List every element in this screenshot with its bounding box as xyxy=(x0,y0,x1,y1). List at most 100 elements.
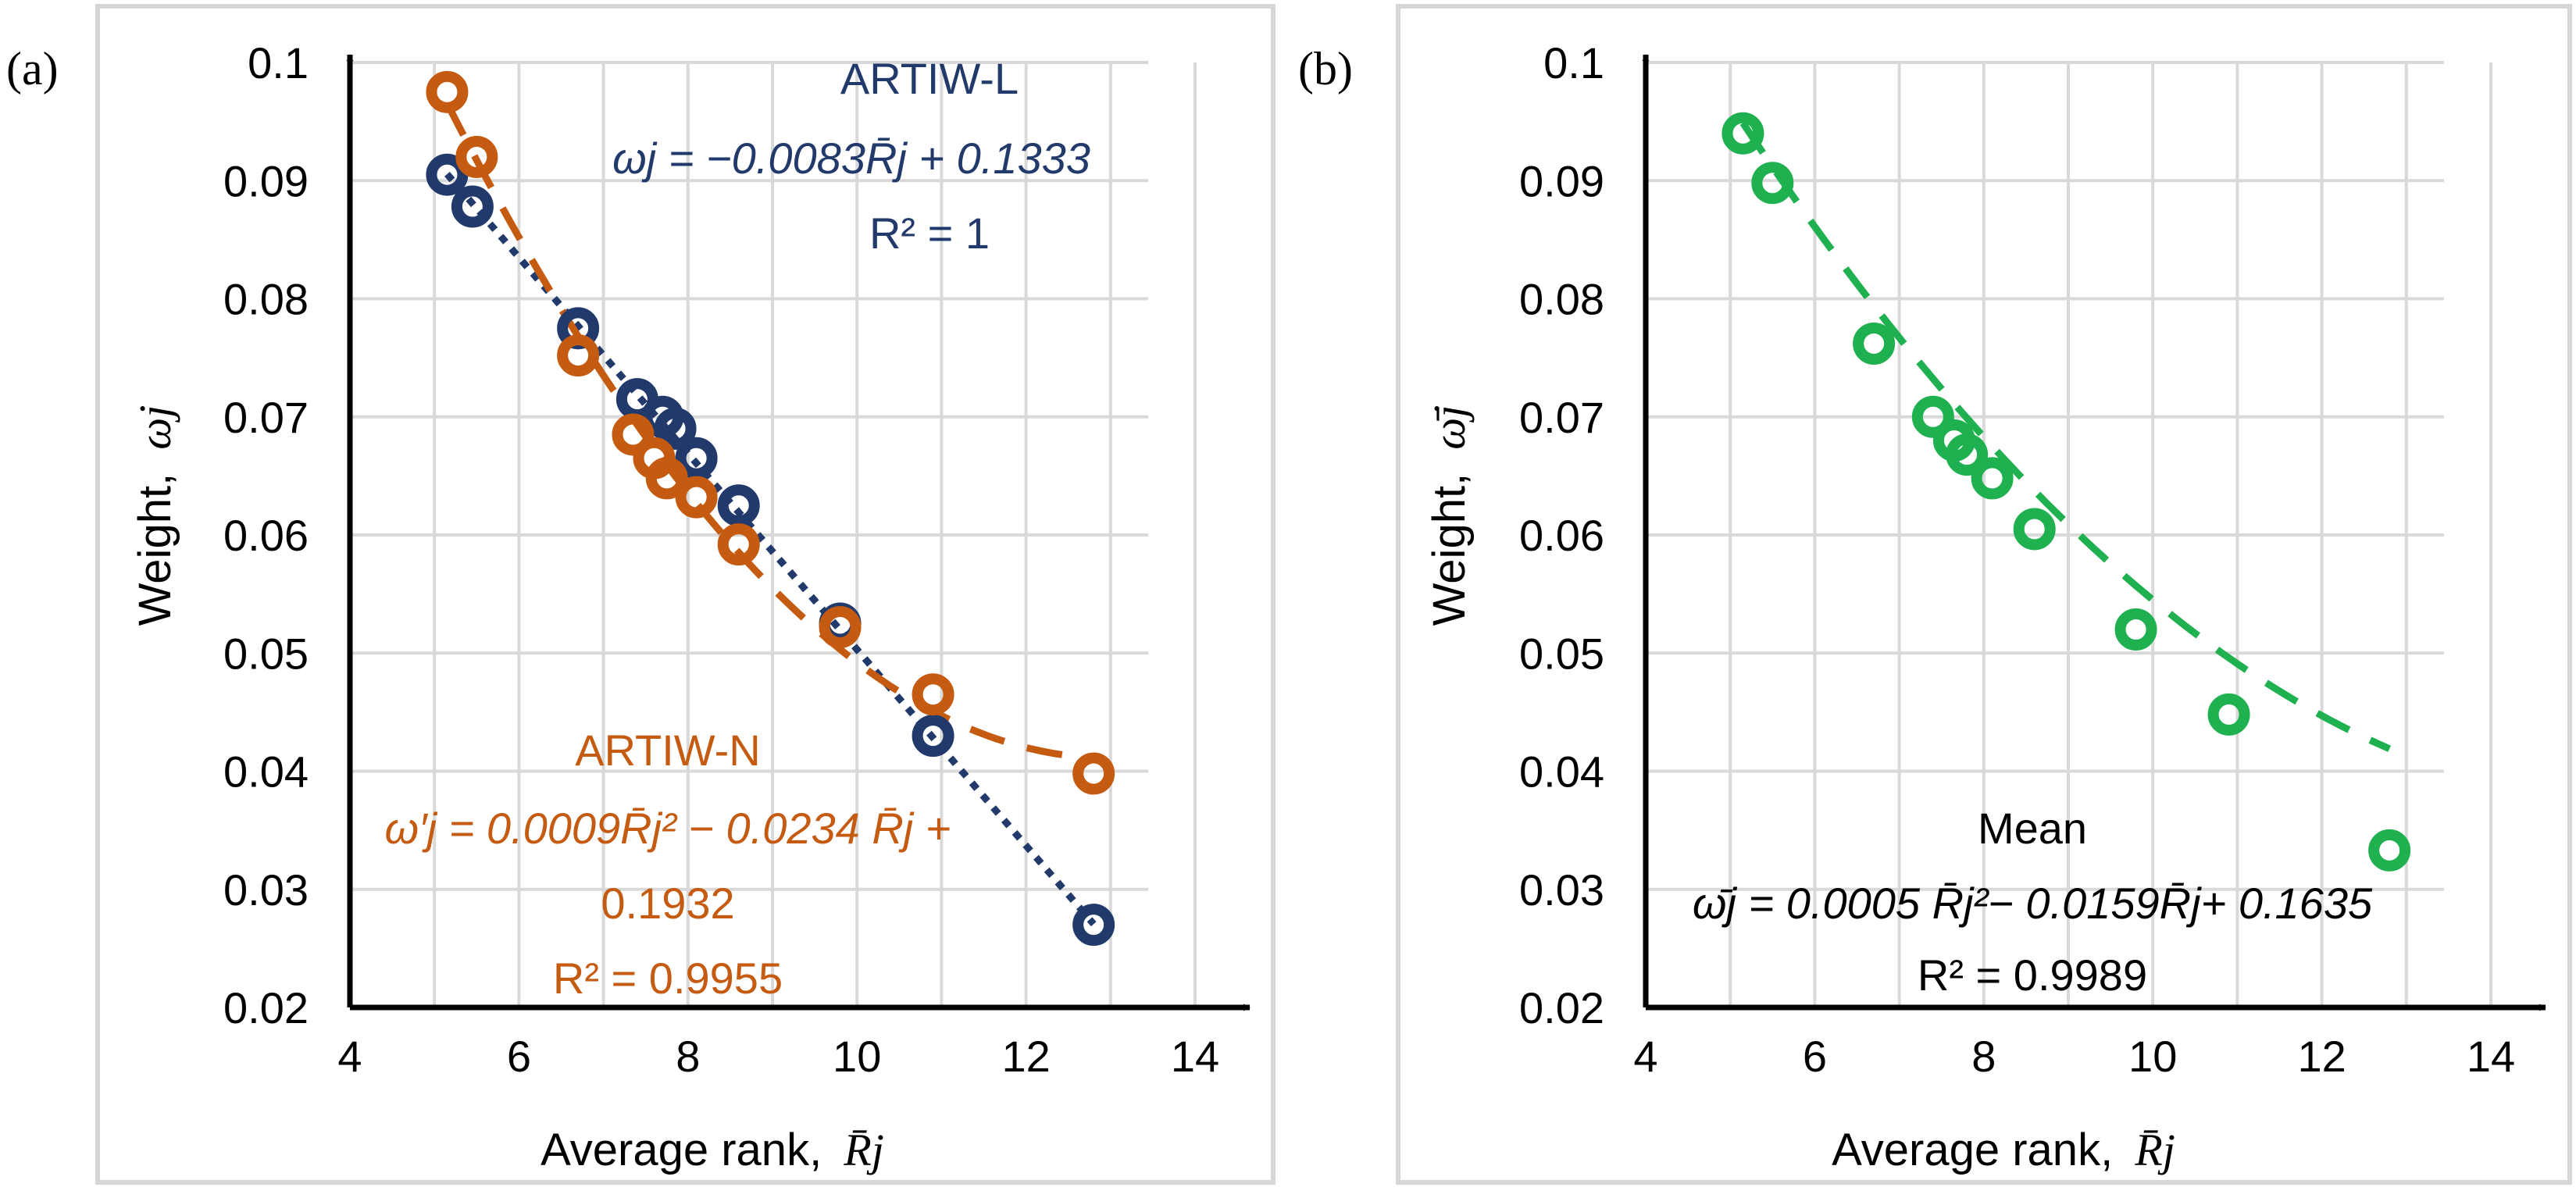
artiw-l-r2: R² = 1 xyxy=(869,209,990,258)
mean-name: Mean xyxy=(1978,804,2087,853)
panel-b-data-point-mean xyxy=(2013,508,2056,551)
artiw-l-equation: ωj = −0.0083R̄j + 0.1333 xyxy=(612,134,1090,183)
panel-b-data-point-mean xyxy=(1911,395,1954,438)
panel-b-data-point-mean xyxy=(1946,433,1989,476)
panel-a-data-point-artiw-l xyxy=(717,484,760,527)
panel-b-y-tick-label: 0.04 xyxy=(1519,747,1604,797)
panel-b-y-tick-label: 0.02 xyxy=(1519,983,1604,1032)
panel-a-x-title-symbol: R̄j xyxy=(843,1125,884,1175)
panel-a-x-tick-label: 14 xyxy=(1171,1032,1219,1081)
panel-b-y-tick-label: 0.05 xyxy=(1519,629,1604,678)
panel-a: (a) 0.020.030.040.050.060.070.080.090.1 … xyxy=(6,4,1276,1185)
panel-a-fit-line-artiw-n xyxy=(444,101,1094,761)
artiw-n-r2: R² = 0.9955 xyxy=(553,954,783,1003)
panel-a-y-tick-label: 0.08 xyxy=(223,275,309,324)
panel-a-y-tick-label: 0.04 xyxy=(223,747,309,797)
panel-b-y-ticks: 0.02 0.03 0.04 0.05 0.06 0.07 0.08 0.09 0.1 xyxy=(1519,38,1604,1032)
panel-a-x-tick-label: 12 xyxy=(1001,1032,1050,1081)
panel-b-x-tick-label: 14 xyxy=(2467,1032,2515,1081)
panel-b-fit-line-mean xyxy=(1739,120,2392,752)
panel-b-fit-lines xyxy=(1739,120,2392,752)
panel-b-y-tick-label: 0.03 xyxy=(1519,865,1604,915)
panel-b-x-title: Average rank, R̄j xyxy=(1832,1125,2175,1175)
panel-a-data-point-artiw-n xyxy=(675,476,718,519)
panel-b-x-tick-label: 6 xyxy=(1803,1032,1827,1081)
panel-b-label: (b) xyxy=(1298,43,1353,94)
panel-a-y-title: Weight, ωj xyxy=(130,405,180,626)
panel-a-data-point-artiw-l xyxy=(654,407,697,450)
annotation-artiw-n: ARTIW-N ω′j = 0.0009R̄j² − 0.0234 R̄j + … xyxy=(385,726,951,1003)
panel-a-label: (a) xyxy=(6,43,59,94)
panel-a-x-title-text: Average rank, xyxy=(541,1125,822,1175)
panel-a-fit-line-artiw-l xyxy=(444,171,1097,927)
panel-a-x-tick-label: 8 xyxy=(676,1032,700,1081)
mean-r2: R² = 0.9989 xyxy=(1918,950,2147,1000)
panel-b-x-tick-label: 8 xyxy=(1971,1032,1996,1081)
panel-a-data-point-artiw-n xyxy=(426,70,469,113)
panel-b-x-tick-label: 10 xyxy=(2128,1032,2177,1081)
panel-b-x-title-text: Average rank, xyxy=(1832,1125,2113,1175)
panel-b-data-point-mean xyxy=(2207,693,2250,736)
panel-a-data-point-artiw-l xyxy=(1072,904,1115,947)
panel-b: (b) 0.020.030.040.050.060.070.080.090.1 … xyxy=(1298,4,2572,1185)
panel-a-y-tick-label: 0.03 xyxy=(223,865,309,915)
panel-a-data-point-artiw-l xyxy=(451,185,494,228)
panel-a-x-title: Average rank, R̄j xyxy=(541,1125,884,1175)
panel-a-data-point-artiw-n xyxy=(717,523,760,566)
panel-b-x-title-symbol: R̄j xyxy=(2134,1125,2175,1175)
artiw-n-equation-line2: 0.1932 xyxy=(601,879,734,928)
panel-a-data-point-artiw-l xyxy=(426,153,469,196)
panel-a-y-ticks: 0.02 0.03 0.04 0.05 0.06 0.07 0.08 0.09 0.1 xyxy=(223,38,309,1032)
panel-a-data-point-artiw-n xyxy=(645,457,688,500)
panel-a-data-point-artiw-n xyxy=(557,334,600,377)
artiw-n-equation-line1: ω′j = 0.0009R̄j² − 0.0234 R̄j + xyxy=(385,804,951,853)
panel-a-y-title-symbol: ωj xyxy=(130,405,180,450)
panel-a-x-ticks: 4 6 8 10 12 14 xyxy=(337,1032,1219,1081)
panel-a-data-point-artiw-l xyxy=(912,715,954,758)
panel-a-x-tick-label: 10 xyxy=(833,1032,881,1081)
panel-b-y-title-text: Weight, xyxy=(1424,473,1475,626)
panel-a-y-tick-label: 0.1 xyxy=(248,38,309,87)
panel-a-grid xyxy=(350,61,1197,1007)
panel-b-y-tick-label: 0.06 xyxy=(1519,511,1604,560)
panel-a-y-tick-label: 0.05 xyxy=(223,629,309,678)
panel-a-axes xyxy=(346,54,1251,1011)
panel-b-y-tick-label: 0.09 xyxy=(1519,156,1604,205)
panel-b-points xyxy=(1721,112,2411,872)
mean-equation: ω̄j = 0.0005 R̄j²− 0.0159R̄j+ 0.1635 xyxy=(1693,879,2373,928)
panel-a-y-tick-label: 0.09 xyxy=(223,156,309,205)
panel-b-data-point-mean xyxy=(2114,608,2157,651)
panel-a-points xyxy=(426,70,1115,947)
panel-b-y-tick-label: 0.1 xyxy=(1543,38,1604,87)
panel-a-y-tick-label: 0.06 xyxy=(223,511,309,560)
artiw-n-name: ARTIW-N xyxy=(575,726,760,775)
panel-a-y-tick-label: 0.02 xyxy=(223,983,309,1032)
annotation-mean: Mean ω̄j = 0.0005 R̄j²− 0.0159R̄j+ 0.163… xyxy=(1693,804,2373,1000)
panel-b-axes xyxy=(1642,54,2546,1011)
panel-a-y-title-text: Weight, xyxy=(130,473,180,626)
panel-a-fit-lines xyxy=(444,101,1097,927)
panel-b-x-ticks: 4 6 8 10 12 14 xyxy=(1633,1032,2515,1081)
panel-b-y-title: Weight, ω̄j xyxy=(1424,405,1475,626)
panel-a-data-point-artiw-n xyxy=(1072,752,1115,795)
panel-a-data-point-artiw-l xyxy=(675,437,718,480)
panel-b-data-point-mean xyxy=(1751,162,1794,205)
panel-a-data-point-artiw-n xyxy=(455,136,498,178)
panel-b-data-point-mean xyxy=(1853,322,1896,365)
panel-b-x-tick-label: 4 xyxy=(1633,1032,1657,1081)
panel-a-frame xyxy=(95,4,1276,1185)
panel-a-x-tick-label: 6 xyxy=(507,1032,531,1081)
panel-a-data-point-artiw-n xyxy=(912,673,954,716)
panel-b-data-point-mean xyxy=(1971,457,2014,500)
panel-b-data-point-mean xyxy=(2368,829,2411,872)
panel-b-y-tick-label: 0.08 xyxy=(1519,275,1604,324)
artiw-l-name: ARTIW-L xyxy=(840,54,1019,103)
panel-b-data-point-mean xyxy=(1721,112,1764,155)
panel-a-y-tick-label: 0.07 xyxy=(223,393,309,442)
panel-a-data-point-artiw-n xyxy=(612,413,655,456)
panel-b-y-title-symbol: ω̄j xyxy=(1424,405,1475,450)
panel-b-x-tick-label: 12 xyxy=(2297,1032,2346,1081)
annotation-artiw-l: ARTIW-L ωj = −0.0083R̄j + 0.1333 R² = 1 xyxy=(612,54,1090,258)
panel-a-x-tick-label: 4 xyxy=(337,1032,362,1081)
